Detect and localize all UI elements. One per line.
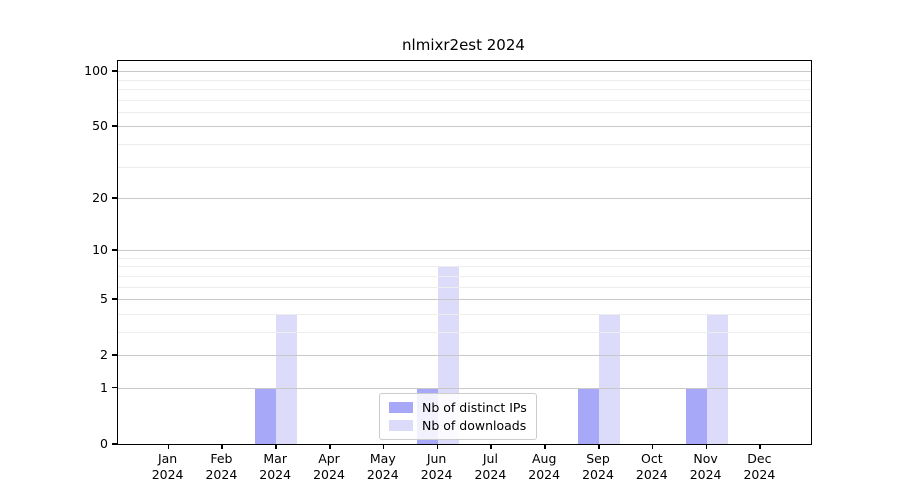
gridline-minor: [118, 266, 811, 268]
gridline-minor: [118, 275, 811, 277]
legend-swatch: [389, 420, 413, 431]
x-tick-label: Jan 2024: [151, 451, 184, 482]
gridline-minor: [118, 286, 811, 288]
x-tick-mark: [275, 444, 277, 449]
x-tick-label: Sep 2024: [582, 451, 614, 482]
x-tick-label: Aug 2024: [528, 451, 561, 482]
y-tick-mark: [112, 443, 117, 445]
legend-label: Nb of downloads: [422, 418, 527, 433]
gridline-major: [118, 198, 811, 200]
y-tick-label: 2: [100, 347, 108, 363]
x-tick-label: Mar 2024: [259, 451, 292, 482]
gridline-minor: [118, 111, 811, 113]
gridline-minor: [118, 88, 811, 90]
gridline-major: [118, 126, 811, 128]
bar-distinct-ips: [578, 388, 599, 444]
legend-item: Nb of downloads: [389, 418, 527, 433]
x-tick-mark: [759, 444, 761, 449]
legend-item: Nb of distinct IPs: [389, 400, 527, 415]
x-tick-label: Apr 2024: [313, 451, 345, 482]
x-tick-label: Jun 2024: [420, 451, 453, 482]
x-tick-label: Jul 2024: [474, 451, 507, 482]
bar-downloads: [706, 313, 728, 444]
y-tick-mark: [112, 386, 117, 389]
x-tick-mark: [329, 444, 331, 449]
plot-area: Nb of distinct IPs Nb of downloads: [117, 60, 812, 445]
bar-distinct-ips: [685, 388, 707, 444]
gridline-minor: [118, 99, 811, 101]
x-tick-label: May 2024: [366, 451, 399, 482]
x-tick-mark: [544, 444, 546, 449]
gridline-minor: [118, 166, 811, 168]
gridline-major: [118, 71, 811, 73]
y-tick-label: 5: [100, 291, 108, 307]
bar-downloads: [276, 313, 298, 444]
y-tick-label: 20: [92, 190, 108, 206]
y-tick-mark: [112, 249, 117, 251]
x-tick-label: Dec 2024: [743, 451, 776, 482]
x-tick-mark: [436, 444, 439, 449]
x-tick-mark: [598, 444, 600, 449]
gridline-minor: [118, 331, 811, 333]
y-tick-label: 100: [84, 63, 108, 79]
legend-swatch: [389, 402, 413, 413]
legend: Nb of distinct IPs Nb of downloads: [379, 393, 537, 440]
gridline-minor: [118, 79, 811, 81]
x-tick-mark: [705, 444, 708, 449]
x-tick-label: Oct 2024: [635, 451, 668, 482]
x-tick-label: Feb 2024: [205, 451, 238, 482]
gridline-major: [118, 250, 811, 252]
y-tick-label: 50: [92, 118, 108, 134]
gridline-minor: [118, 257, 811, 259]
x-tick-label: Nov 2024: [689, 451, 722, 482]
bar-distinct-ips: [255, 388, 277, 444]
x-tick-mark: [651, 444, 654, 449]
gridline-minor: [118, 313, 811, 315]
y-tick-mark: [112, 298, 117, 300]
gridline-major: [118, 299, 811, 301]
y-tick-mark: [112, 354, 117, 356]
x-tick-mark: [382, 444, 385, 449]
bar-downloads: [599, 313, 620, 444]
y-tick-label: 10: [92, 242, 108, 258]
y-tick-mark: [112, 125, 117, 127]
x-tick-mark: [490, 444, 492, 449]
x-tick-mark: [167, 444, 170, 449]
y-tick-mark: [112, 197, 117, 199]
x-tick-mark: [221, 444, 223, 449]
chart-title: nlmixr2est 2024: [402, 36, 525, 54]
gridline-major: [118, 355, 811, 357]
legend-label: Nb of distinct IPs: [422, 400, 527, 415]
y-tick-label: 1: [100, 379, 108, 395]
y-tick-label: 0: [100, 436, 108, 451]
y-tick-mark: [112, 70, 117, 72]
gridline-major: [118, 387, 811, 389]
gridline-minor: [118, 143, 811, 145]
